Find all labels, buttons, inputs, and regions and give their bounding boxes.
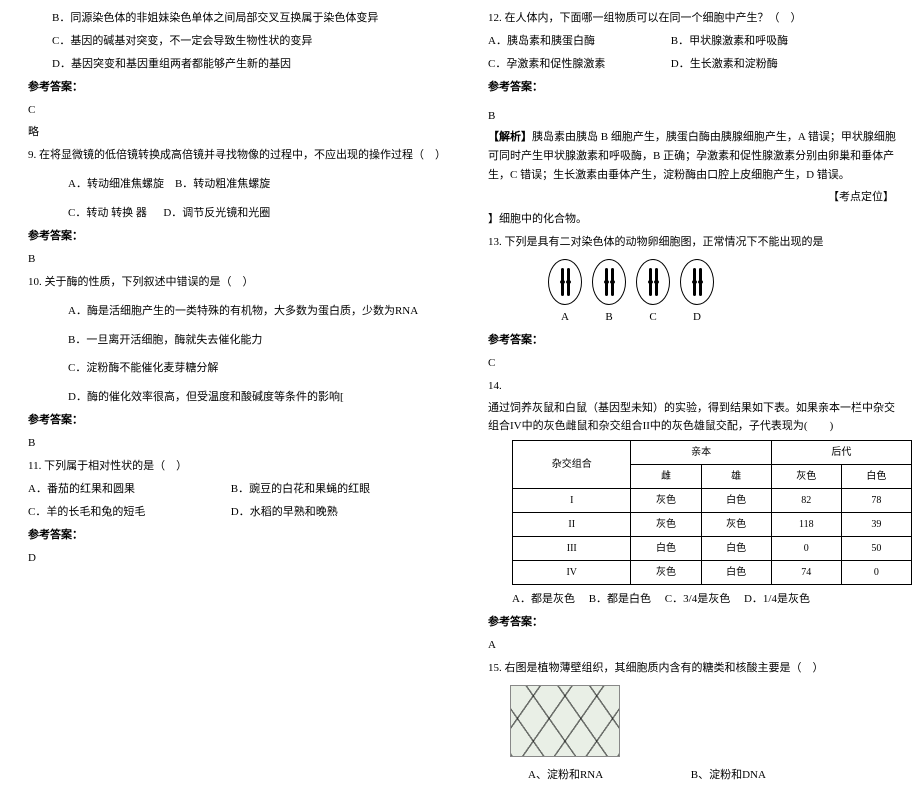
cell-label-b: B: [592, 307, 626, 328]
answer-label-14: 参考答案：: [488, 612, 902, 633]
q10-d: D．酶的催化效率很高，但受温度和酸碱度等条件的影响[: [28, 387, 442, 408]
option-c: C．基因的碱基对突变，不一定会导致生物性状的变异: [28, 31, 442, 52]
cross-table: 杂交组合 亲本 后代 雌 雄 灰色 白色 I灰色白色8278 II灰色灰色118…: [512, 440, 912, 585]
answer-label-3: 参考答案：: [28, 410, 442, 431]
q11-b: B．豌豆的白花和果蝇的红眼: [231, 483, 370, 495]
q10-c: C．淀粉酶不能催化麦芽糖分解: [28, 358, 442, 379]
answer-12: B: [488, 106, 902, 127]
q11-a: A．番茄的红果和圆果: [28, 479, 228, 500]
cell-c: C: [636, 259, 670, 328]
answer-label-2: 参考答案：: [28, 226, 442, 247]
option-d: D．基因突变和基因重组两者都能够产生新的基因: [28, 54, 442, 75]
q11-row1: A．番茄的红果和圆果 B．豌豆的白花和果蝇的红眼: [28, 479, 442, 500]
q12-row2: C．孕激素和促性腺激素 D．生长激素和淀粉酶: [488, 54, 902, 75]
q9-c: C．转动 转换 器: [68, 207, 147, 219]
hdr-g: 灰色: [771, 465, 841, 489]
hdr-group: 杂交组合: [513, 441, 631, 489]
q15-b: B、淀粉和DNA: [691, 769, 766, 781]
q10-b: B．一旦离开活细胞，酶就失去催化能力: [28, 330, 442, 351]
q14-c: C．3/4是灰色: [665, 593, 730, 605]
cell-diagrams: A B C D: [548, 259, 902, 328]
answer-3: B: [28, 433, 442, 454]
q9-row2: C．转动 转换 器 D．调节反光镜和光圈: [28, 203, 442, 224]
hdr-parent: 亲本: [631, 441, 771, 465]
answer-1-note: 略: [28, 122, 442, 143]
right-column: 12. 在人体内，下面哪一组物质可以在同一个细胞中产生？（ ） A．胰岛素和胰蛋…: [460, 0, 920, 651]
answer-13: C: [488, 353, 902, 374]
explain-title: 【解析】: [488, 131, 532, 143]
q12-b: B．甲状腺激素和呼吸酶: [671, 35, 788, 47]
table-row: I灰色白色8278: [513, 489, 912, 513]
answer-label-1: 参考答案：: [28, 77, 442, 98]
q11-d: D．水稻的早熟和晚熟: [231, 506, 338, 518]
q10-a: A．酶是活细胞产生的一类特殊的有机物，大多数为蛋白质，少数为RNA: [28, 301, 442, 322]
q14-d: D．1/4是灰色: [744, 593, 810, 605]
q14-a: A．都是灰色: [512, 593, 575, 605]
question-12: 12. 在人体内，下面哪一组物质可以在同一个细胞中产生？（ ）: [488, 8, 902, 29]
question-14: 通过饲养灰鼠和白鼠（基因型未知）的实验，得到结果如下表。如果亲本一栏中杂交组合I…: [488, 399, 902, 436]
q12-a: A．胰岛素和胰蛋白酶: [488, 31, 668, 52]
question-13: 13. 下列是具有二对染色体的动物卵细胞图，正常情况下不能出现的是: [488, 232, 902, 253]
table-row: IV灰色白色740: [513, 561, 912, 585]
answer-14: A: [488, 635, 902, 656]
q11-row2: C．羊的长毛和兔的短毛 D．水稻的早熟和晚熟: [28, 502, 442, 523]
q11-c: C．羊的长毛和兔的短毛: [28, 502, 228, 523]
answer-4: D: [28, 548, 442, 569]
q12-row1: A．胰岛素和胰蛋白酶 B．甲状腺激素和呼吸酶: [488, 31, 902, 52]
question-11: 11. 下列属于相对性状的是（ ）: [28, 456, 442, 477]
cell-a: A: [548, 259, 582, 328]
hdr-w: 白色: [841, 465, 911, 489]
q12-d: D．生长激素和淀粉酶: [671, 58, 778, 70]
q15-opts: A、淀粉和RNA B、淀粉和DNA: [488, 765, 902, 786]
q9-b: B．转动粗准焦螺旋: [175, 178, 270, 190]
answer-label-4: 参考答案：: [28, 525, 442, 546]
left-column: B．同源染色体的非姐妹染色单体之间局部交叉互换属于染色体变异 C．基因的碱基对突…: [0, 0, 460, 651]
q14-opts: A．都是灰色 B．都是白色 C．3/4是灰色 D．1/4是灰色: [488, 589, 902, 610]
q9-a: A．转动细准焦螺旋: [68, 178, 164, 190]
q9-d: D．调节反光镜和光圈: [163, 207, 270, 219]
q15-a: A、淀粉和RNA: [528, 765, 688, 786]
point-label: 【考点定位】: [488, 187, 902, 208]
explain-text: 胰岛素由胰岛 B 细胞产生，胰蛋白酶由胰腺细胞产生，A 错误；甲状腺细胞可同时产…: [488, 131, 896, 180]
table-row: II灰色灰色11839: [513, 513, 912, 537]
answer-2: B: [28, 249, 442, 270]
q9-row1: A．转动细准焦螺旋 B．转动粗准焦螺旋: [28, 174, 442, 195]
cell-label-d: D: [680, 307, 714, 328]
cell-d: D: [680, 259, 714, 328]
cell-label-c: C: [636, 307, 670, 328]
hdr-off: 后代: [771, 441, 911, 465]
cell-b: B: [592, 259, 626, 328]
question-9: 9. 在将显微镜的低倍镜转换成高倍镜并寻找物像的过程中，不应出现的操作过程（ ）: [28, 145, 442, 166]
answer-1: C: [28, 100, 442, 121]
explain-12: 【解析】胰岛素由胰岛 B 细胞产生，胰蛋白酶由胰腺细胞产生，A 错误；甲状腺细胞…: [488, 128, 902, 184]
answer-label-12: 参考答案：: [488, 77, 902, 98]
point-text: 】细胞中的化合物。: [488, 209, 902, 230]
question-15: 15. 右图是植物薄壁组织，其细胞质内含有的糖类和核酸主要是（ ）: [488, 658, 902, 679]
table-row: III白色白色050: [513, 537, 912, 561]
hdr-m: 雄: [701, 465, 771, 489]
option-b: B．同源染色体的非姐妹染色单体之间局部交叉互换属于染色体变异: [28, 8, 442, 29]
cell-label-a: A: [548, 307, 582, 328]
answer-13b: 14.: [488, 376, 902, 397]
q12-c: C．孕激素和促性腺激素: [488, 54, 668, 75]
tissue-image: [510, 685, 620, 757]
q14-b: B．都是白色: [589, 593, 651, 605]
answer-label-13: 参考答案：: [488, 330, 902, 351]
hdr-f: 雌: [631, 465, 701, 489]
question-10: 10. 关于酶的性质，下列叙述中错误的是（ ）: [28, 272, 442, 293]
